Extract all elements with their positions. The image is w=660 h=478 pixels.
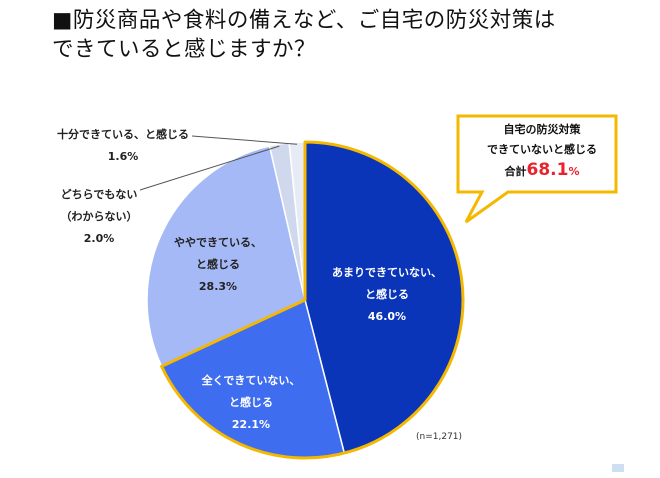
callout-line-1: 自宅の防災対策 <box>503 123 581 136</box>
sample-size-note: (n=1,271) <box>416 432 463 442</box>
callout-total: 合計68.1% <box>504 160 580 180</box>
slice-label-not-prepared-at-all: 全くできていない、 と感じる 22.1% <box>201 374 301 431</box>
chart-title: ■防災商品や食料の備えなど、ご自宅の防災対策は できていると感じますか？ <box>52 6 652 64</box>
slice-somewhat-prepared <box>146 145 306 368</box>
slice-label-somewhat-prepared: ややできている、 と感じる 28.3% <box>174 236 262 293</box>
callout-line-2: できていないと感じる <box>487 143 597 156</box>
corner-decoration <box>612 464 624 472</box>
callout-box <box>456 114 618 224</box>
callout-text: 自宅の防災対策 できていないと感じる 合計68.1% <box>462 120 622 182</box>
slice-label-somewhat-not-prepared: あまりできていない、 と感じる 46.0% <box>332 266 442 323</box>
callout-total-value: 68.1 <box>526 160 569 180</box>
slice-label-fully-prepared: 十分できている、と感じる 1.6% <box>57 128 189 163</box>
title-line-1: ■防災商品や食料の備えなど、ご自宅の防災対策は <box>52 8 556 33</box>
title-line-2: できていると感じますか？ <box>52 37 317 62</box>
leader-line-fully-prepared <box>191 135 298 145</box>
leader-line-neutral <box>139 145 280 191</box>
slice-label-neutral: どちらでもない （わからない） 2.0% <box>60 188 138 245</box>
not-prepared-highlight-outline <box>160 140 465 460</box>
